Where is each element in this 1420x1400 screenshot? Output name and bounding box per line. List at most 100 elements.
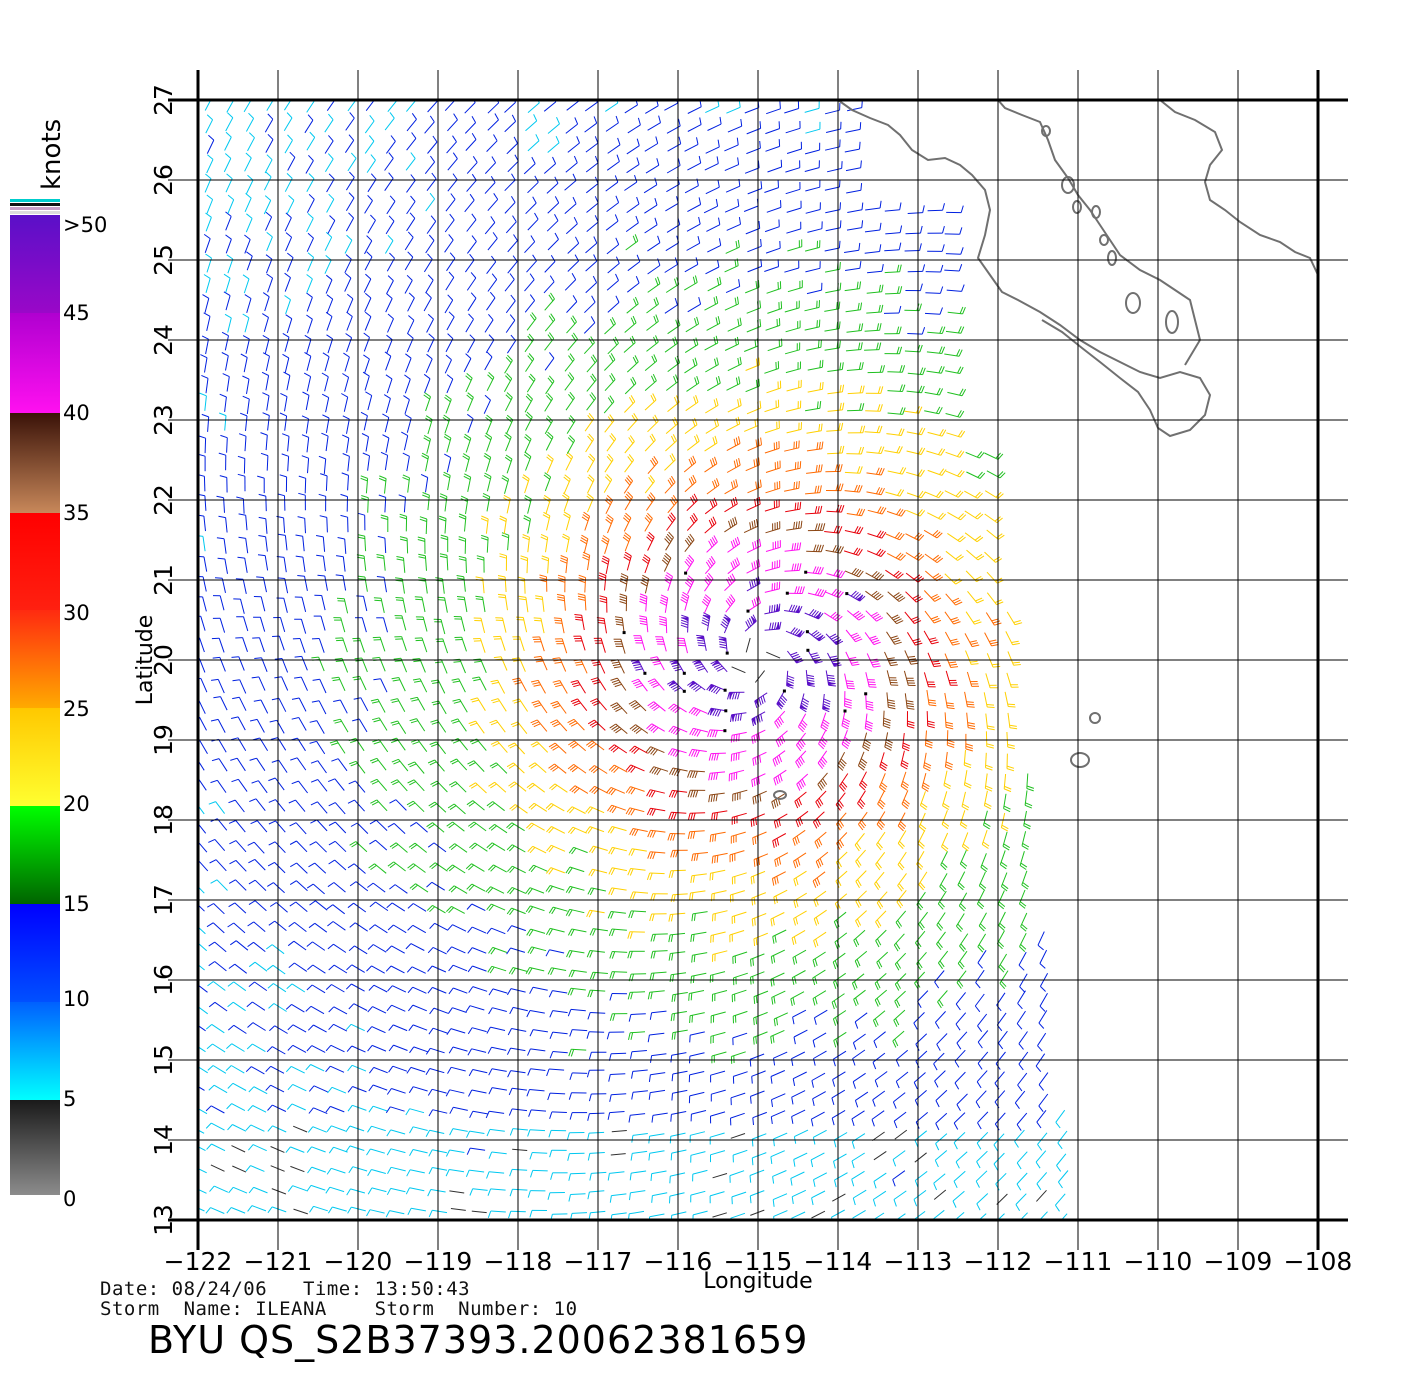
rain-flag bbox=[864, 692, 868, 696]
wind-barb-feather bbox=[708, 794, 711, 803]
wind-barb bbox=[494, 781, 507, 793]
wind-barb-feather bbox=[580, 537, 588, 542]
wind-barb bbox=[924, 730, 927, 746]
wind-barb bbox=[994, 1071, 1005, 1084]
wind-barb bbox=[316, 819, 328, 832]
wind-barb-feather bbox=[402, 452, 410, 457]
wind-barb bbox=[609, 1111, 625, 1114]
wind-barb bbox=[913, 1012, 925, 1024]
wind-barb-feather bbox=[753, 996, 756, 1004]
wind-barb-feather bbox=[838, 762, 845, 769]
wind-barb-feather bbox=[953, 1180, 958, 1189]
wind-barb bbox=[266, 455, 269, 471]
wind-barb-feather bbox=[650, 656, 658, 659]
wind-barb-feather bbox=[589, 972, 594, 980]
wind-barb-feather bbox=[997, 1042, 1004, 1050]
wind-barb-feather bbox=[371, 701, 380, 704]
wind-barb-feather bbox=[567, 1153, 570, 1161]
wind-barb bbox=[302, 557, 306, 572]
wind-barb-feather bbox=[769, 622, 772, 630]
wind-barb-feather bbox=[871, 1221, 873, 1228]
wind-barb-feather bbox=[421, 452, 429, 457]
wind-barb-feather bbox=[612, 663, 621, 667]
wind-barb-feather bbox=[913, 1199, 918, 1207]
wind-barb bbox=[611, 804, 626, 811]
wind-barb bbox=[603, 618, 607, 634]
wind-barb-feather bbox=[391, 758, 399, 763]
wind-barb-feather bbox=[410, 720, 419, 724]
wind-barb-feather bbox=[975, 597, 983, 602]
wind-barb bbox=[672, 1089, 688, 1094]
wind-barb-feather bbox=[916, 597, 923, 603]
wind-barb bbox=[804, 612, 819, 620]
wind-barb-feather bbox=[820, 544, 824, 552]
wind-barb-feather bbox=[670, 435, 676, 443]
wind-barb bbox=[409, 1169, 425, 1174]
wind-barb-feather bbox=[776, 756, 781, 764]
wind-barb-feather bbox=[775, 740, 780, 748]
wind-barb-feather bbox=[475, 595, 483, 598]
wind-barb-feather bbox=[735, 437, 739, 445]
wind-barb-feather bbox=[586, 909, 591, 918]
wind-barb-feather bbox=[608, 867, 613, 875]
wind-barb-feather bbox=[932, 662, 941, 665]
wind-barb-feather bbox=[811, 630, 818, 636]
wind-barb bbox=[584, 595, 587, 611]
wind-barb-feather bbox=[506, 373, 513, 379]
wind-barb-feather bbox=[772, 1176, 775, 1184]
wind-barb-feather bbox=[227, 922, 234, 928]
wind-barb-feather bbox=[228, 879, 236, 884]
wind-barb-feather bbox=[282, 433, 290, 437]
wind-barb bbox=[1055, 1193, 1066, 1206]
wind-barb-feather bbox=[680, 619, 689, 623]
wind-barb-feather bbox=[648, 494, 654, 501]
wind-barb-feather bbox=[1004, 785, 1012, 790]
wind-barb-feather bbox=[567, 928, 573, 936]
wind-barb-feather bbox=[599, 572, 607, 576]
wind-barb-feather bbox=[684, 560, 690, 568]
wind-barb-feather bbox=[813, 610, 819, 618]
wind-barb-feather bbox=[855, 938, 860, 946]
wind-barb-feather bbox=[419, 516, 427, 520]
wind-barb-feather bbox=[799, 631, 805, 638]
wind-barb-feather bbox=[795, 744, 802, 752]
wind-barb-feather bbox=[960, 943, 966, 950]
wind-barb bbox=[353, 863, 366, 874]
wind-barb-feather bbox=[608, 453, 614, 461]
wind-barb-feather bbox=[969, 640, 977, 643]
wind-barb bbox=[522, 617, 528, 633]
wind-barb-feather bbox=[297, 575, 305, 577]
wind-barb-feather bbox=[852, 1081, 856, 1089]
wind-barb-feather bbox=[898, 509, 904, 516]
wind-barb bbox=[664, 481, 676, 494]
wind-barb bbox=[283, 598, 288, 613]
wind-barb-feather bbox=[369, 839, 376, 845]
wind-barb-feather bbox=[817, 859, 822, 867]
wind-barb-feather bbox=[672, 833, 676, 841]
wind-barb-feather bbox=[353, 697, 361, 700]
wind-barb-feather bbox=[937, 1001, 942, 1009]
wind-barb bbox=[751, 892, 766, 899]
wind-barb-feather bbox=[369, 819, 377, 825]
wind-barb-feather bbox=[816, 442, 819, 450]
wind-barb bbox=[710, 1070, 726, 1076]
wind-barb-feather bbox=[425, 1130, 431, 1137]
wind-barb-feather bbox=[817, 784, 823, 791]
wind-barb-feather bbox=[548, 1130, 552, 1138]
wind-barb bbox=[733, 1071, 748, 1077]
wind-barb-feather bbox=[977, 946, 984, 953]
wind-barb-feather bbox=[549, 1010, 554, 1018]
wind-barb-feather bbox=[779, 621, 782, 630]
wind-barb-feather bbox=[468, 986, 474, 993]
wind-barb bbox=[1019, 1212, 1028, 1220]
wind-barb-feather bbox=[846, 682, 854, 685]
wind-barb-feather bbox=[798, 521, 800, 529]
wind-barb bbox=[985, 673, 991, 688]
wind-barb-feather bbox=[912, 638, 920, 642]
wind-barb-feather bbox=[668, 870, 672, 879]
wind-barb bbox=[298, 780, 308, 794]
wind-barb bbox=[612, 951, 628, 953]
wind-barb-feather bbox=[939, 428, 944, 436]
wind-barb bbox=[390, 1166, 406, 1172]
wind-barb-feather bbox=[695, 710, 701, 717]
